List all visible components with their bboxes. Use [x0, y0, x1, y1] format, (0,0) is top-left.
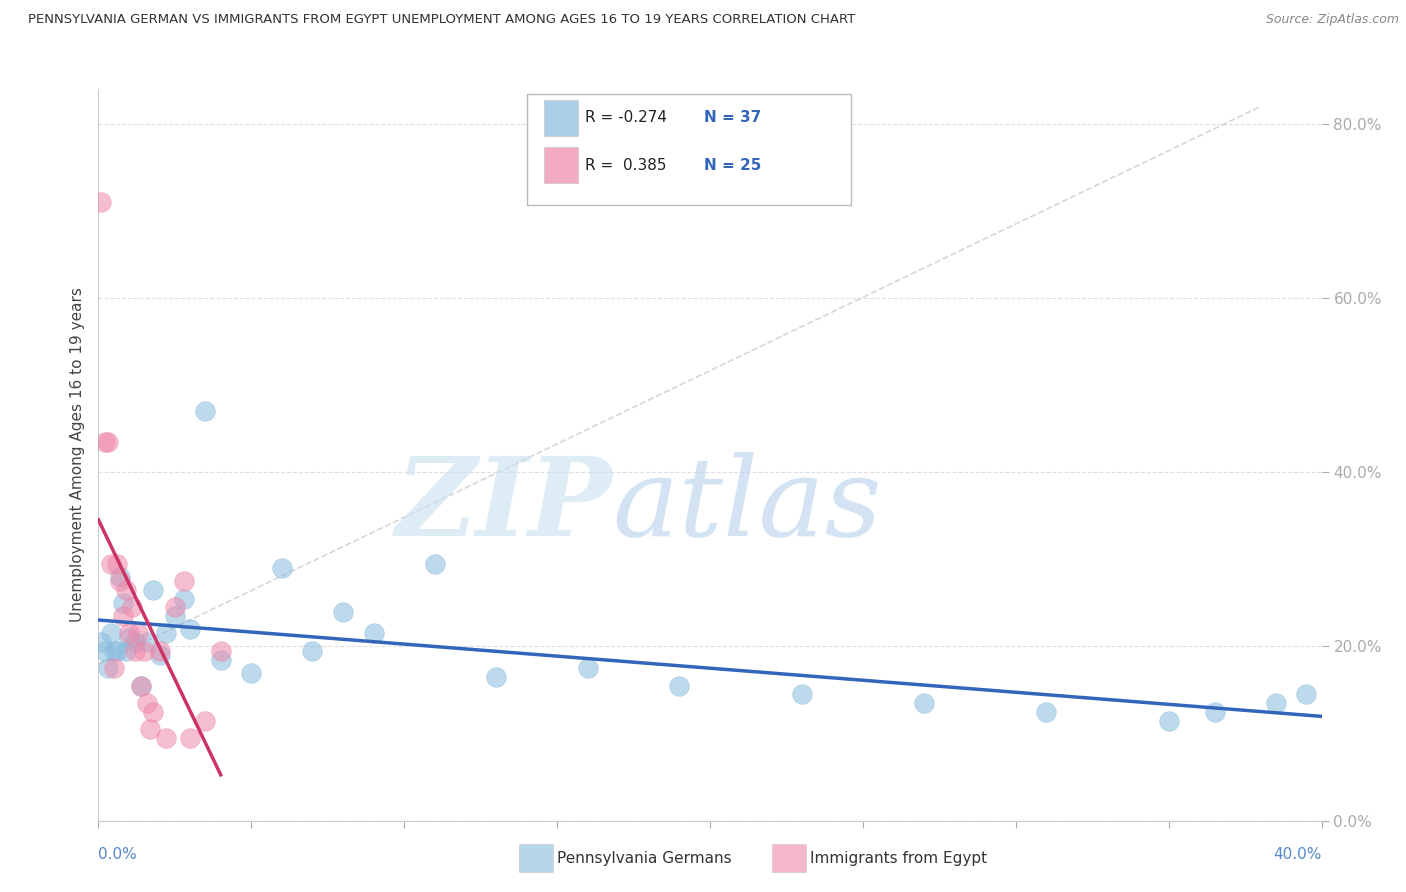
Point [118, 631, 141, 645]
Point [127, 626, 149, 640]
Point [103, 661, 125, 675]
Point [209, 644, 232, 658]
Point [912, 696, 935, 710]
Point [142, 705, 165, 719]
Text: Pennsylvania Germans: Pennsylvania Germans [557, 851, 731, 865]
Point [108, 574, 131, 589]
Point [136, 696, 159, 710]
Point [163, 600, 186, 615]
Point [155, 626, 177, 640]
Point [149, 644, 172, 658]
Point [139, 723, 162, 737]
Point [121, 600, 143, 615]
Point [1204, 705, 1226, 719]
Point [179, 731, 201, 745]
Text: ZIP: ZIP [395, 452, 612, 560]
Text: Immigrants from Egypt: Immigrants from Egypt [810, 851, 987, 865]
Point [97, 661, 120, 675]
Point [194, 404, 217, 418]
Text: Source: ZipAtlas.com: Source: ZipAtlas.com [1265, 13, 1399, 27]
Point [134, 644, 156, 658]
Point [115, 582, 138, 597]
Point [111, 609, 134, 624]
Text: R = -0.274: R = -0.274 [585, 111, 666, 125]
Point [163, 609, 186, 624]
Point [173, 574, 195, 589]
Point [105, 644, 128, 658]
Point [332, 605, 354, 619]
Point [1035, 705, 1057, 719]
Point [668, 679, 690, 693]
Point [136, 635, 159, 649]
Point [90, 195, 112, 210]
Point [97, 434, 120, 449]
Text: 0.0%: 0.0% [98, 847, 138, 862]
Point [149, 648, 172, 663]
Point [485, 670, 508, 684]
Point [576, 661, 599, 675]
Point [194, 714, 217, 728]
Point [240, 665, 263, 680]
Point [129, 679, 152, 693]
Point [363, 626, 385, 640]
Text: N = 37: N = 37 [704, 111, 762, 125]
Point [105, 557, 128, 571]
Point [270, 561, 292, 575]
Point [118, 626, 141, 640]
Point [115, 644, 138, 658]
Point [108, 570, 131, 584]
Point [93, 434, 115, 449]
Point [103, 644, 125, 658]
Point [124, 635, 146, 649]
Point [100, 557, 122, 571]
Point [790, 687, 813, 701]
Text: atlas: atlas [612, 452, 882, 560]
Point [93, 644, 115, 658]
Point [1157, 714, 1180, 728]
Point [209, 652, 232, 666]
Point [90, 635, 112, 649]
Point [301, 644, 323, 658]
Point [124, 644, 146, 658]
Point [155, 731, 177, 745]
Point [173, 591, 195, 606]
Point [100, 626, 122, 640]
Point [1264, 696, 1286, 710]
Point [111, 596, 134, 610]
Y-axis label: Unemployment Among Ages 16 to 19 years: Unemployment Among Ages 16 to 19 years [69, 287, 84, 623]
Text: PENNSYLVANIA GERMAN VS IMMIGRANTS FROM EGYPT UNEMPLOYMENT AMONG AGES 16 TO 19 YE: PENNSYLVANIA GERMAN VS IMMIGRANTS FROM E… [28, 13, 855, 27]
Point [1295, 687, 1317, 701]
Text: 40.0%: 40.0% [1274, 847, 1322, 862]
Point [423, 557, 446, 571]
Point [179, 622, 201, 636]
Text: R =  0.385: R = 0.385 [585, 158, 666, 172]
Point [142, 582, 165, 597]
Point [129, 679, 152, 693]
Text: N = 25: N = 25 [704, 158, 762, 172]
